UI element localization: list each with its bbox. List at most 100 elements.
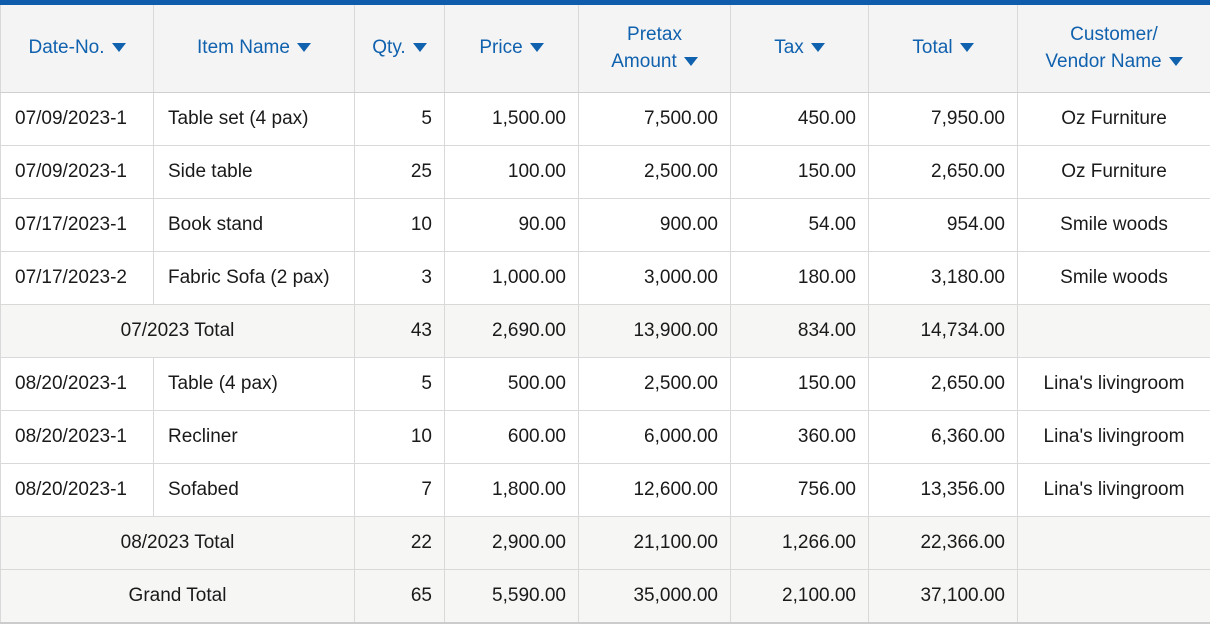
sort-triangle-down-icon[interactable] [1168,56,1183,66]
table-row: 07/09/2023-1 Side table 25 100.00 2,500.00 15… [0,145,1210,199]
cell-customer-vendor: Oz Furniture [1017,145,1210,199]
column-header-label: Customer/ Vendor Name [1045,23,1162,72]
cell-price: 2,900.00 [444,516,579,570]
total-label-cell: 08/2023 Total [0,516,355,570]
column-header-label: Tax [774,37,804,59]
cell-price: 600.00 [444,410,579,464]
column-header-label: Total [912,37,953,59]
cell-price: 100.00 [444,145,579,199]
column-header-customer-vendor[interactable]: Customer/ Vendor Name [1017,2,1210,93]
cell-qty: 5 [354,357,445,411]
sort-triangle-down-icon[interactable] [810,43,825,53]
cell-pretax-amount: 13,900.00 [578,304,731,358]
cell-pretax-amount: 3,000.00 [578,251,731,305]
cell-tax: 150.00 [730,145,869,199]
cell-pretax-amount: 21,100.00 [578,516,731,570]
column-header-date-no[interactable]: Date-No. [0,2,154,93]
column-header-qty[interactable]: Qty. [354,2,445,93]
cell-customer-vendor: Lina's livingroom [1017,463,1210,517]
cell-price: 500.00 [444,357,579,411]
column-header-label: Qty. [372,37,406,59]
cell-total: 3,180.00 [868,251,1018,305]
cell-qty: 10 [354,410,445,464]
cell-customer-vendor: Lina's livingroom [1017,357,1210,411]
cell-item-name: Fabric Sofa (2 pax) [153,251,355,305]
column-header-price[interactable]: Price [444,2,579,93]
cell-tax: 1,266.00 [730,516,869,570]
sort-triangle-down-icon[interactable] [111,43,126,53]
cell-qty: 10 [354,198,445,252]
cell-item-name: Table set (4 pax) [153,92,355,146]
cell-pretax-amount: 12,600.00 [578,463,731,517]
cell-item-name: Recliner [153,410,355,464]
sort-triangle-down-icon[interactable] [529,43,544,53]
cell-total: 6,360.00 [868,410,1018,464]
cell-qty: 65 [354,569,445,623]
header-row: Date-No. Item Name Qty. Price Pretax Amount T… [0,2,1210,93]
sort-triangle-down-icon[interactable] [412,43,427,53]
table-body: 07/09/2023-1 Table set (4 pax) 5 1,500.00 7,… [0,92,1210,623]
cell-date-no: 07/09/2023-1 [0,92,154,146]
cell-customer-vendor: Oz Furniture [1017,92,1210,146]
cell-item-name: Book stand [153,198,355,252]
cell-price: 1,500.00 [444,92,579,146]
cell-price: 1,000.00 [444,251,579,305]
cell-total: 14,734.00 [868,304,1018,358]
column-header-label: Item Name [197,37,290,59]
cell-customer-vendor [1017,304,1210,358]
cell-tax: 834.00 [730,304,869,358]
grand-total-row: Grand Total 65 5,590.00 35,000.00 2,100.00 37… [0,569,1210,623]
cell-total: 2,650.00 [868,145,1018,199]
cell-tax: 756.00 [730,463,869,517]
cell-pretax-amount: 6,000.00 [578,410,731,464]
column-header-item-name[interactable]: Item Name [153,2,355,93]
cell-customer-vendor [1017,569,1210,623]
column-header-label: Pretax Amount [611,23,682,72]
cell-total: 13,356.00 [868,463,1018,517]
column-header-pretax-amount[interactable]: Pretax Amount [578,2,731,93]
cell-tax: 180.00 [730,251,869,305]
cell-qty: 7 [354,463,445,517]
cell-qty: 22 [354,516,445,570]
sort-triangle-down-icon[interactable] [296,43,311,53]
cell-tax: 450.00 [730,92,869,146]
cell-date-no: 07/17/2023-2 [0,251,154,305]
cell-item-name: Table (4 pax) [153,357,355,411]
cell-tax: 54.00 [730,198,869,252]
cell-tax: 150.00 [730,357,869,411]
cell-total: 7,950.00 [868,92,1018,146]
cell-tax: 2,100.00 [730,569,869,623]
total-label-cell: 07/2023 Total [0,304,355,358]
cell-date-no: 08/20/2023-1 [0,463,154,517]
cell-qty: 25 [354,145,445,199]
cell-customer-vendor: Smile woods [1017,251,1210,305]
column-header-tax[interactable]: Tax [730,2,869,93]
cell-date-no: 08/20/2023-1 [0,410,154,464]
total-label-cell: Grand Total [0,569,355,623]
column-header-total[interactable]: Total [868,2,1018,93]
cell-tax: 360.00 [730,410,869,464]
subtotal-row: 07/2023 Total 43 2,690.00 13,900.00 834.00 14… [0,304,1210,358]
cell-price: 90.00 [444,198,579,252]
table-row: 08/20/2023-1 Recliner 10 600.00 6,000.00 360.… [0,410,1210,464]
subtotal-row: 08/2023 Total 22 2,900.00 21,100.00 1,266.00… [0,516,1210,570]
cell-price: 1,800.00 [444,463,579,517]
cell-customer-vendor: Lina's livingroom [1017,410,1210,464]
cell-customer-vendor [1017,516,1210,570]
cell-date-no: 07/17/2023-1 [0,198,154,252]
cell-date-no: 07/09/2023-1 [0,145,154,199]
cell-total: 954.00 [868,198,1018,252]
table-row: 07/09/2023-1 Table set (4 pax) 5 1,500.00 7,… [0,92,1210,146]
cell-pretax-amount: 900.00 [578,198,731,252]
sort-triangle-down-icon[interactable] [959,43,974,53]
cell-qty: 43 [354,304,445,358]
cell-item-name: Sofabed [153,463,355,517]
cell-total: 2,650.00 [868,357,1018,411]
cell-qty: 3 [354,251,445,305]
cell-price: 5,590.00 [444,569,579,623]
table-row: 08/20/2023-1 Table (4 pax) 5 500.00 2,500.00… [0,357,1210,411]
table-row: 07/17/2023-2 Fabric Sofa (2 pax) 3 1,000.00… [0,251,1210,305]
sort-triangle-down-icon[interactable] [683,56,698,66]
